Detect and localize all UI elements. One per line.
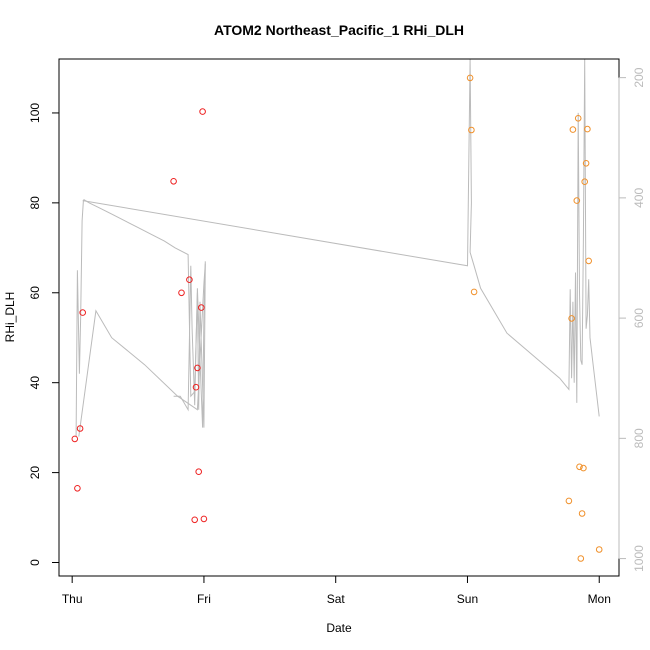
x-axis: Thu Fri Sat Sun Mon xyxy=(62,575,611,606)
x-tick-label: Fri xyxy=(197,592,211,606)
x-tick-label: Sun xyxy=(457,592,478,606)
series-0-point xyxy=(200,515,208,523)
series-0-point xyxy=(199,108,206,115)
series-0-point xyxy=(194,364,201,372)
plot-series xyxy=(71,58,603,562)
series-0-point xyxy=(192,383,200,391)
y2-axis-right: 200 400 600 800 1000 xyxy=(618,67,646,572)
x-tick-label: Sat xyxy=(327,592,346,606)
y2-tick-label: 400 xyxy=(632,188,646,208)
y2-tick-label: 1000 xyxy=(632,545,646,572)
x-tick-label: Mon xyxy=(588,592,611,606)
series-1-point xyxy=(470,288,478,296)
plot-frame xyxy=(58,58,620,577)
series-0-point xyxy=(186,276,193,284)
series-2-line xyxy=(75,199,206,437)
series-1-point xyxy=(581,178,589,185)
series-1-point xyxy=(578,510,586,517)
y2-tick-label: 800 xyxy=(632,428,646,448)
series-0-point xyxy=(178,289,185,297)
series-0-point xyxy=(71,435,79,443)
series-0-point xyxy=(76,425,84,432)
y-axis-label: RHi_DLH xyxy=(3,292,17,343)
x-tick-label: Thu xyxy=(62,592,83,606)
y-tick-label: 40 xyxy=(28,376,42,390)
y-tick-label: 20 xyxy=(28,466,42,480)
series-1-point xyxy=(468,126,475,134)
series-1-point xyxy=(584,125,591,133)
y-tick-label: 100 xyxy=(28,103,42,123)
series-1-point xyxy=(466,74,474,82)
series-3-line xyxy=(173,261,206,428)
series-1-point xyxy=(585,257,593,265)
series-4-line xyxy=(82,58,600,417)
series-0-point xyxy=(170,178,177,185)
y-tick-label: 80 xyxy=(28,196,42,210)
series-0-point xyxy=(195,468,202,476)
y2-tick-label: 600 xyxy=(632,308,646,328)
series-1-point xyxy=(569,126,577,133)
chart-title: ATOM2 Northeast_Pacific_1 RHi_DLH xyxy=(214,22,464,38)
series-1-point xyxy=(595,546,603,553)
series-1-point xyxy=(576,463,583,471)
y-tick-label: 60 xyxy=(28,286,42,300)
series-0-point xyxy=(198,304,205,311)
series-1-point xyxy=(565,497,573,505)
y2-tick-label: 200 xyxy=(632,67,646,87)
series-1-point xyxy=(574,115,582,122)
series-1-point xyxy=(582,160,590,167)
series-1-point xyxy=(577,555,585,562)
series-0-point xyxy=(191,516,198,524)
series-1-point xyxy=(568,315,575,322)
series-0-point xyxy=(79,309,86,316)
series-1-point xyxy=(580,464,587,472)
series-1-point xyxy=(573,197,581,204)
y-tick-label: 0 xyxy=(28,559,42,566)
x-axis-label: Date xyxy=(326,621,352,635)
series-0-point xyxy=(74,485,81,492)
y-axis: 0 20 40 60 80 100 xyxy=(28,103,60,566)
